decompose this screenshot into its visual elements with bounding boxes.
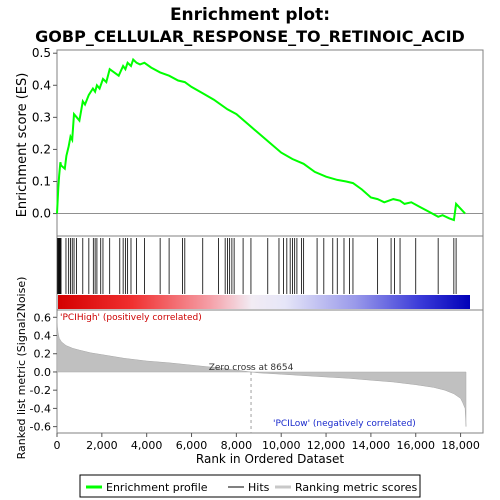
es-panel: 0.0 0.1 0.2 0.3 0.4 0.5 Enrichment score (ES) — [15, 46, 483, 222]
rank-y-axis: 0.6 0.4 0.2 0.0 -0.2 -0.4 -0.6 — [30, 311, 57, 434]
rank-panel: 0.6 0.4 0.2 0.0 -0.2 -0.4 -0.6 Zero cross at 8… — [15, 277, 467, 460]
positive-class-label: 'PCIHigh' (positively correlated) — [60, 313, 202, 323]
es-y-axis-label: Enrichment score (ES) — [15, 73, 30, 218]
x-tick-label: 16,000 — [396, 439, 435, 452]
negative-class-label: 'PCILow' (negatively correlated) — [273, 419, 416, 429]
es-y-tick-label: 0.4 — [32, 78, 51, 92]
es-y-tick-label: 0.3 — [32, 110, 51, 124]
legend-label-ranking-metric: Ranking metric scores — [295, 481, 417, 494]
x-tick-label: 12,000 — [307, 439, 346, 452]
legend-label-enrichment-profile: Enrichment profile — [106, 481, 208, 494]
rank-y-tick-label: -0.4 — [30, 402, 51, 415]
x-tick-label: 4,000 — [131, 439, 163, 452]
x-tick-label: 10,000 — [262, 439, 301, 452]
hits-panel — [57, 238, 470, 309]
x-tick-label: 14,000 — [352, 439, 391, 452]
chart-title-line1: Enrichment plot: — [170, 5, 330, 25]
legend-label-hits: Hits — [248, 481, 270, 494]
rank-y-axis-label: Ranked list metric (Signal2Noise) — [15, 277, 28, 460]
enrichment-profile-line — [56, 57, 466, 222]
x-tick-label: 2,000 — [86, 439, 118, 452]
rank-y-tick-label: 0.6 — [34, 311, 52, 324]
legend-frame — [79, 474, 421, 498]
chart-title-line2: GOBP_CELLULAR_RESPONSE_TO_RETINOIC_ACID — [35, 27, 465, 46]
es-y-tick-label: 0.5 — [32, 46, 51, 60]
rank-y-tick-label: -0.6 — [30, 421, 51, 434]
x-axis-label: Rank in Ordered Dataset — [196, 452, 344, 466]
x-tick-label: 8,000 — [221, 439, 253, 452]
es-y-tick-label: 0.0 — [32, 207, 51, 221]
legend: Enrichment profile Hits Ranking metric s… — [79, 474, 421, 498]
x-axis: 0 2,000 4,000 6,000 8,000 10,000 12,000 14,000 1… — [54, 433, 480, 452]
x-tick-label: 0 — [54, 439, 61, 452]
zero-cross-label: Zero cross at 8654 — [209, 363, 294, 373]
es-y-tick-label: 0.1 — [32, 174, 51, 188]
ranked-list-heatmap — [58, 295, 470, 309]
rank-y-tick-label: 0.4 — [34, 330, 52, 343]
hit-markers — [57, 238, 457, 294]
x-tick-label: 6,000 — [176, 439, 208, 452]
x-tick-label: 18,000 — [441, 439, 480, 452]
rank-y-tick-label: 0.2 — [34, 348, 52, 361]
rank-y-tick-label: 0.0 — [34, 366, 52, 379]
es-y-tick-label: 0.2 — [32, 142, 51, 156]
rank-y-tick-label: -0.2 — [30, 384, 51, 397]
es-y-axis: 0.0 0.1 0.2 0.3 0.4 0.5 — [32, 46, 57, 221]
